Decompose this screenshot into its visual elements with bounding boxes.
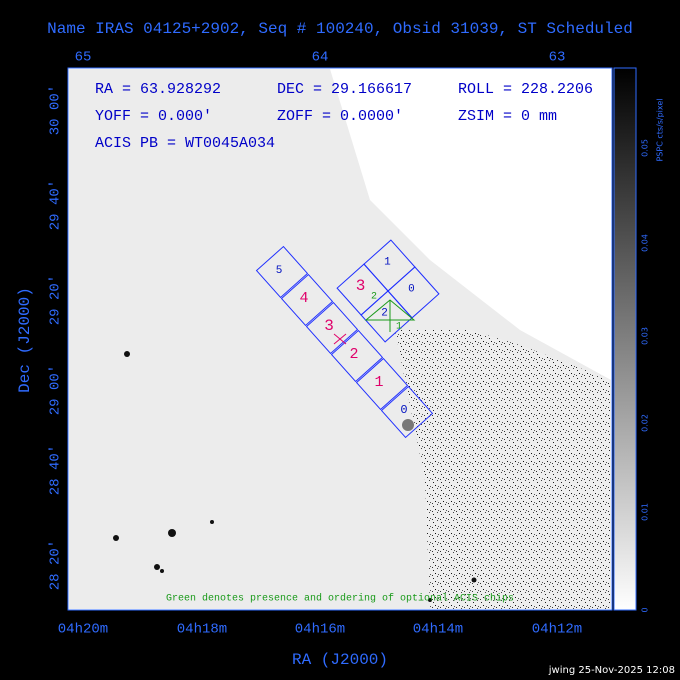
i-chip-label: 3 — [356, 277, 366, 295]
s-chip-label: 2 — [349, 346, 358, 363]
colorbar-label: PSPC cts/s/pixel — [656, 98, 665, 161]
info-dec: DEC = 29.166617 — [277, 81, 412, 98]
s-chip-label: 4 — [299, 290, 308, 307]
top-tick-label: 65 — [75, 50, 92, 66]
y-tick-label: 30 00' — [48, 85, 64, 135]
x-tick-label: 04h14m — [413, 622, 463, 638]
x-tick-label: 04h12m — [532, 622, 582, 638]
i-chip-label: 0 — [408, 283, 415, 295]
y-tick-label: 29 00' — [48, 365, 64, 415]
plot-border — [67, 67, 613, 611]
x-axis-label: RA (J2000) — [292, 651, 388, 669]
optional-chip-label: 1 — [396, 322, 402, 333]
note: Green denotes presence and ordering of o… — [166, 593, 514, 605]
y-tick-label: 28 20' — [48, 540, 64, 590]
colorbar-tick-label: 0 — [641, 607, 650, 612]
s-chip — [305, 301, 359, 355]
colorbar-tick-label: 0.05 — [641, 139, 650, 157]
s-chip — [380, 385, 434, 439]
i-chip-label: 2 — [381, 307, 388, 319]
s-chip — [330, 329, 384, 383]
s-chip-label: 1 — [374, 374, 383, 391]
s-chip-label: 0 — [400, 403, 407, 417]
colorbar-tick-label: 0.03 — [641, 327, 650, 345]
info-zsim: ZSIM = 0 mm — [458, 108, 557, 125]
colorbar-tick-label: 0.04 — [641, 234, 650, 252]
y-tick-label: 29 40' — [48, 180, 64, 230]
top-tick-label: 64 — [312, 50, 329, 66]
colorbar — [613, 67, 637, 611]
i-chip-label: 1 — [384, 256, 391, 268]
info-ra: RA = 63.928292 — [95, 81, 221, 98]
aimpoint-marker — [333, 333, 347, 345]
info-yoff: YOFF = 0.000' — [95, 108, 212, 125]
y-tick-label: 29 20' — [48, 275, 64, 325]
y-tick-label: 28 40' — [48, 445, 64, 495]
s-chip — [280, 273, 334, 327]
top-tick-label: 63 — [549, 50, 566, 66]
footer: jwing 25-Nov-2025 12:08 — [548, 665, 675, 676]
info-zoff: ZOFF = 0.0000' — [277, 108, 403, 125]
x-tick-label: 04h18m — [177, 622, 227, 638]
s-chip-label: 5 — [276, 265, 283, 277]
sky-noise — [395, 330, 611, 609]
colorbar-tick-label: 0.02 — [641, 414, 650, 432]
x-tick-label: 04h16m — [295, 622, 345, 638]
y-axis-label: Dec (J2000) — [16, 287, 34, 393]
info-acis-pb: ACIS PB = WT0045A034 — [95, 135, 275, 152]
colorbar-tick-label: 0.01 — [641, 503, 650, 521]
title: Name IRAS 04125+2902, Seq # 100240, Obsi… — [47, 20, 633, 38]
s-chip-label: 3 — [324, 317, 334, 335]
info-roll: ROLL = 228.2206 — [458, 81, 593, 98]
s-chip — [355, 357, 409, 411]
s-chip — [255, 245, 309, 299]
sources — [113, 351, 477, 602]
x-tick-label: 04h20m — [58, 622, 108, 638]
optional-chip-label: 2 — [371, 292, 377, 303]
